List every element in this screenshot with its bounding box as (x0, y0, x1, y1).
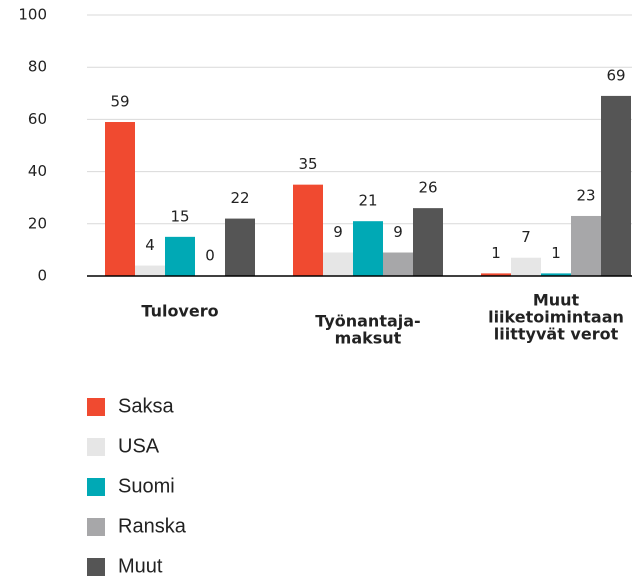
legend-swatch (87, 438, 105, 456)
value-label: 9 (333, 223, 343, 241)
value-label: 1 (551, 244, 561, 262)
y-tick-label: 40 (28, 162, 47, 180)
value-label: 1 (491, 244, 501, 262)
bar (413, 208, 443, 276)
value-label: 69 (606, 66, 625, 84)
bar (601, 95, 631, 276)
y-tick-label: 0 (37, 267, 47, 285)
value-label: 15 (170, 207, 189, 225)
x-tick-label: Muut (533, 291, 580, 310)
value-label: 0 (205, 247, 215, 265)
legend-label: Muut (118, 555, 163, 577)
x-tick-label: liiketoimintaan (488, 308, 624, 327)
bar (165, 236, 195, 276)
y-tick-label: 100 (18, 6, 47, 24)
legend-label: Suomi (118, 475, 175, 497)
bar (353, 221, 383, 276)
value-label: 35 (298, 155, 317, 173)
bar (105, 122, 135, 276)
bar (225, 218, 255, 276)
legend-label: Saksa (118, 395, 174, 417)
y-tick-label: 80 (28, 58, 47, 76)
bar (571, 215, 601, 276)
legend-label: USA (118, 435, 160, 457)
bar (511, 257, 541, 276)
value-label: 23 (576, 186, 595, 204)
legend-swatch (87, 558, 105, 576)
legend-label: Ranska (118, 515, 187, 537)
bar (293, 184, 323, 276)
x-tick-label: Tulovero (141, 302, 218, 321)
value-label: 4 (145, 236, 155, 254)
value-label: 7 (521, 228, 531, 246)
bar (541, 273, 571, 276)
legend-swatch (87, 478, 105, 496)
x-tick-label: liittyvät verot (494, 325, 619, 344)
x-tick-label: Työnantaja- (315, 312, 420, 331)
bar (481, 273, 511, 276)
legend-swatch (87, 518, 105, 536)
bar (135, 265, 165, 276)
value-label: 59 (110, 93, 129, 111)
bar (383, 252, 413, 276)
value-label: 22 (230, 189, 249, 207)
bar (323, 252, 353, 276)
legend-swatch (87, 398, 105, 416)
value-label: 21 (358, 192, 377, 210)
x-tick-label: maksut (335, 329, 402, 348)
y-tick-label: 20 (28, 214, 47, 232)
value-label: 9 (393, 223, 403, 241)
y-tick-label: 60 (28, 110, 47, 128)
value-label: 26 (418, 179, 437, 197)
